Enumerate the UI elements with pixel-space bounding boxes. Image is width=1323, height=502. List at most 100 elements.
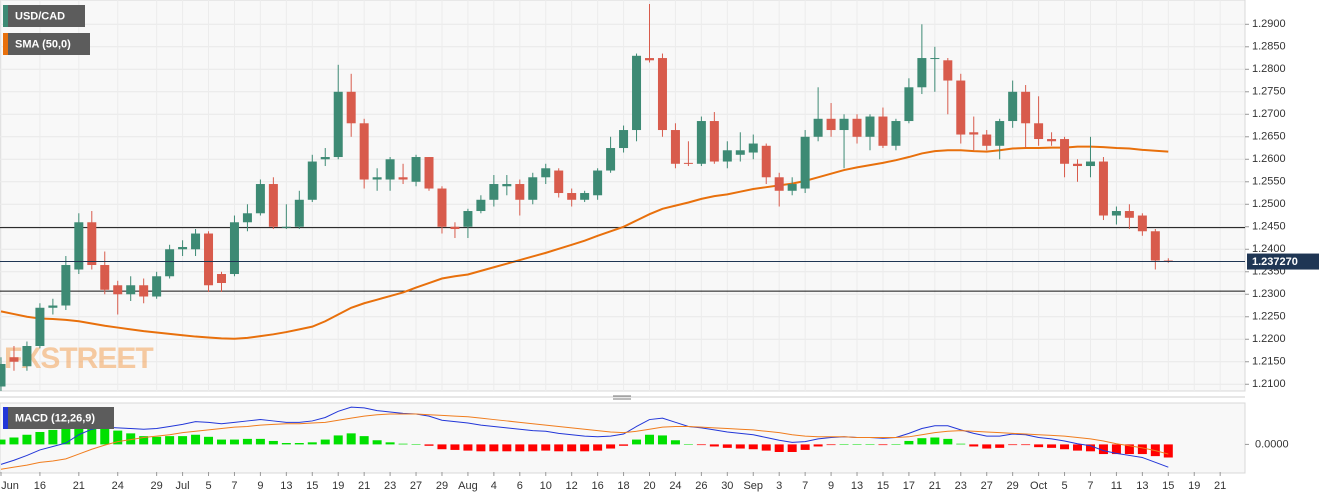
histogram-bar xyxy=(1085,444,1095,452)
candle-body xyxy=(139,285,149,297)
histogram-bar xyxy=(800,444,810,450)
histogram-bar xyxy=(463,444,473,451)
histogram-bar xyxy=(930,437,940,445)
x-tick-label: 15 xyxy=(306,480,318,492)
legend-macd[interactable]: MACD (12,26,9) xyxy=(3,407,114,429)
legend-swatch xyxy=(3,33,8,55)
histogram-bar xyxy=(437,444,447,450)
candle-body xyxy=(9,357,19,362)
x-tick-label: 23 xyxy=(384,480,396,492)
candle-body xyxy=(255,184,265,214)
candle-body xyxy=(826,118,836,131)
x-tick-label: 5 xyxy=(205,480,211,492)
x-tick-label: 21 xyxy=(1214,480,1226,492)
macd-line xyxy=(0,406,1169,468)
y-tick-label: 1.2400 xyxy=(1252,243,1286,255)
candle-body xyxy=(696,121,706,164)
candle-body xyxy=(761,145,771,178)
histogram-bar xyxy=(178,436,188,445)
histogram-bar xyxy=(346,433,356,445)
candle-body xyxy=(619,130,629,149)
histogram-bar xyxy=(839,444,849,445)
divider-handle[interactable] xyxy=(613,395,631,400)
histogram-bar xyxy=(969,444,979,447)
x-tick-label: 13 xyxy=(1136,480,1148,492)
y-tick-label: 1.2700 xyxy=(1252,108,1286,120)
candle-body xyxy=(593,170,603,196)
candle-body xyxy=(294,199,304,227)
x-tick-label: 18 xyxy=(617,480,629,492)
x-tick-label: 21 xyxy=(73,480,85,492)
histogram-bar xyxy=(1137,444,1147,455)
candle-body xyxy=(100,265,110,290)
histogram-bar xyxy=(722,444,732,448)
candle-body xyxy=(165,249,175,277)
candle-body xyxy=(359,123,369,180)
histogram-bar xyxy=(320,439,330,445)
x-tick-label: 24 xyxy=(112,480,124,492)
legend-box xyxy=(3,407,114,429)
candle-body xyxy=(1137,215,1147,232)
x-tick-label: 29 xyxy=(151,480,163,492)
x-tick-label: 17 xyxy=(903,480,915,492)
x-tick-label: 13 xyxy=(280,480,292,492)
candle-body xyxy=(606,148,616,171)
candle-body xyxy=(48,305,58,308)
histogram-bar xyxy=(1124,444,1134,455)
candle-body xyxy=(178,247,188,250)
main-panel xyxy=(0,0,1246,392)
candle-body xyxy=(0,364,6,387)
macd-line xyxy=(0,413,1169,470)
legend-sma[interactable]: SMA (50,0) xyxy=(3,33,90,55)
histogram-bar xyxy=(216,439,226,445)
candle-body xyxy=(683,162,693,164)
histogram-bar xyxy=(333,435,343,445)
x-tick-label: 6 xyxy=(517,480,523,492)
histogram-bar xyxy=(1047,444,1057,448)
candle-body xyxy=(1034,123,1044,140)
candle-body xyxy=(995,121,1005,146)
candle-body xyxy=(372,177,382,180)
candle-body xyxy=(281,226,291,228)
x-tick-label: Aug xyxy=(458,480,478,492)
x-tick-label: 27 xyxy=(981,480,993,492)
candle-body xyxy=(35,307,45,347)
candle-body xyxy=(152,276,162,297)
x-tick-label: 20 xyxy=(643,480,655,492)
histogram-bar xyxy=(411,444,421,445)
x-tick-label: 12 xyxy=(566,480,578,492)
histogram-bar xyxy=(943,438,953,445)
histogram-bar xyxy=(1073,444,1083,451)
histogram-bar xyxy=(489,444,499,452)
candle-body xyxy=(1047,139,1057,142)
histogram-bar xyxy=(191,434,201,445)
legend-label: SMA (50,0) xyxy=(15,38,71,50)
price-plot xyxy=(0,4,1245,391)
candle-body xyxy=(476,199,486,212)
histogram-bar xyxy=(1060,444,1070,450)
x-tick-label: 5 xyxy=(1061,480,1067,492)
candle-body xyxy=(878,116,888,146)
candle-body xyxy=(489,184,499,200)
x-tick-label: Sep xyxy=(743,480,763,492)
candle-body xyxy=(1111,211,1121,216)
histogram-bar xyxy=(61,428,71,445)
histogram-bar xyxy=(891,444,901,445)
x-tick-label: 9 xyxy=(257,480,263,492)
macd-plot xyxy=(0,406,1173,470)
candle-body xyxy=(502,184,512,187)
histogram-bar xyxy=(904,440,914,445)
x-tick-label: 21 xyxy=(929,480,941,492)
histogram-bar xyxy=(22,434,32,445)
histogram-bar xyxy=(696,444,706,446)
candle-body xyxy=(930,58,940,60)
histogram-bar xyxy=(359,436,369,445)
last-price-label: 1.237270 xyxy=(1252,256,1298,268)
histogram-bar xyxy=(670,440,680,445)
x-tick-label: 19 xyxy=(332,480,344,492)
candle-body xyxy=(839,118,849,131)
candle-body xyxy=(865,116,875,137)
legend-symbol[interactable]: USD/CAD xyxy=(3,5,85,27)
histogram-bar xyxy=(281,443,291,445)
